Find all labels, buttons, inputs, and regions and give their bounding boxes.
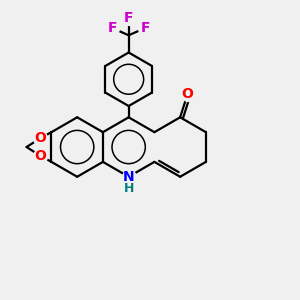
Text: F: F	[107, 21, 117, 35]
Text: O: O	[34, 131, 46, 145]
Text: O: O	[34, 149, 46, 163]
Text: H: H	[124, 182, 134, 194]
Text: F: F	[124, 11, 134, 25]
Text: N: N	[123, 170, 134, 184]
Text: F: F	[140, 21, 150, 35]
Text: O: O	[182, 87, 194, 101]
